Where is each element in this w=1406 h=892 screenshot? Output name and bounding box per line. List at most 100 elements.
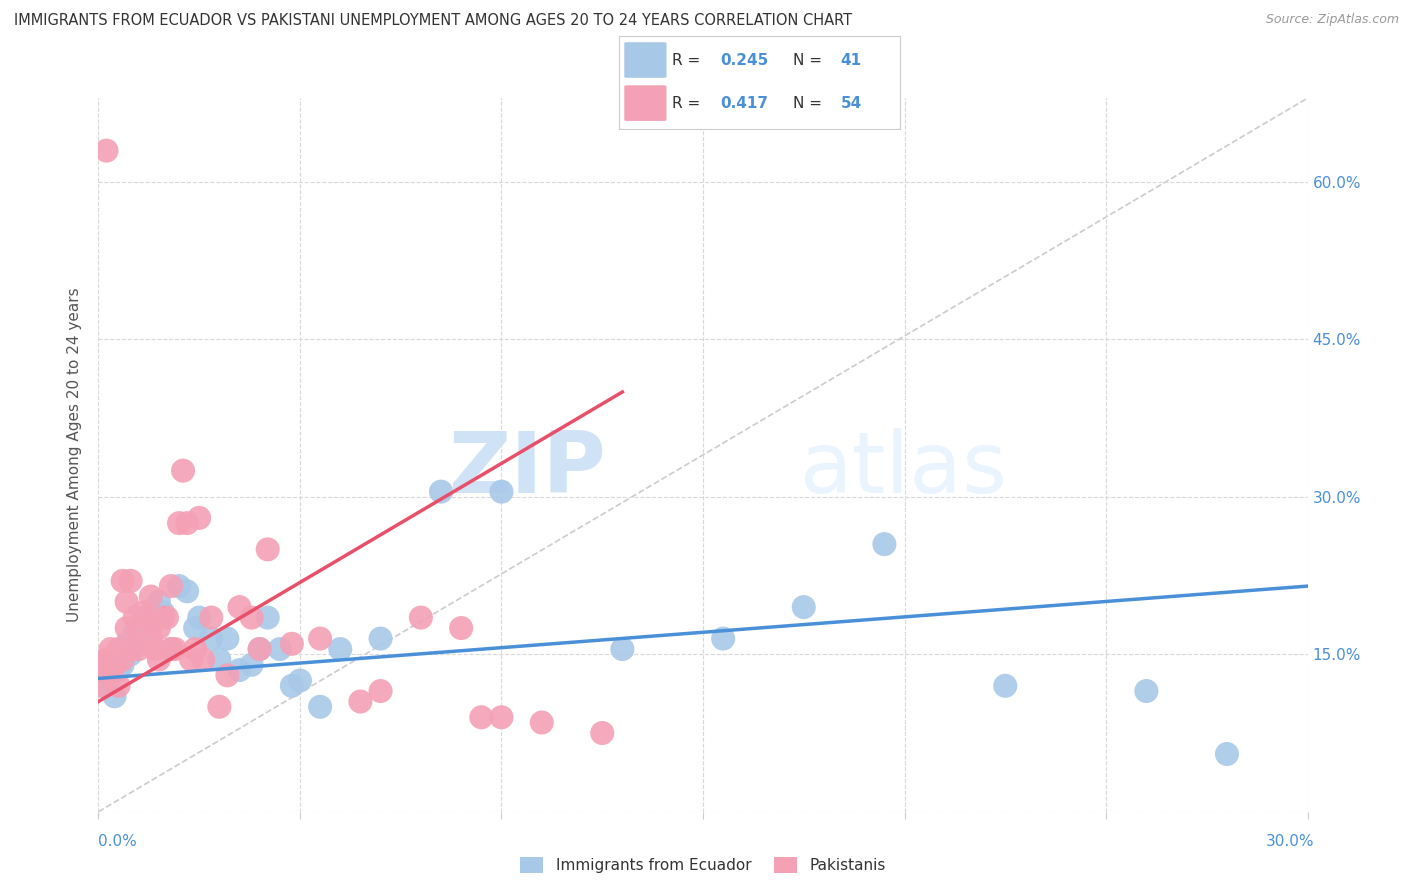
Point xyxy=(269,642,291,657)
Point xyxy=(128,642,150,657)
Point xyxy=(139,590,162,604)
Point xyxy=(208,699,231,714)
Point xyxy=(107,679,129,693)
Point xyxy=(256,542,278,557)
Point xyxy=(115,595,138,609)
Point xyxy=(612,642,634,657)
Legend: Immigrants from Ecuador, Pakistanis: Immigrants from Ecuador, Pakistanis xyxy=(515,851,891,879)
Text: 0.417: 0.417 xyxy=(720,95,768,111)
Point xyxy=(167,516,190,530)
Point xyxy=(450,621,472,635)
Point xyxy=(281,637,304,651)
Point xyxy=(329,642,352,657)
Point xyxy=(193,652,215,666)
Point xyxy=(208,652,231,666)
Text: R =: R = xyxy=(672,53,706,68)
Text: 41: 41 xyxy=(841,53,862,68)
Text: 0.0%: 0.0% xyxy=(98,834,138,849)
Point xyxy=(103,657,125,672)
Point xyxy=(240,657,263,672)
Point xyxy=(139,621,162,635)
Point xyxy=(143,642,166,657)
Point xyxy=(184,621,207,635)
Point xyxy=(281,679,304,693)
Point xyxy=(491,710,513,724)
Y-axis label: Unemployment Among Ages 20 to 24 years: Unemployment Among Ages 20 to 24 years xyxy=(67,287,83,623)
Point xyxy=(430,484,453,499)
Point xyxy=(120,642,142,657)
Point xyxy=(128,621,150,635)
Point xyxy=(349,694,371,708)
FancyBboxPatch shape xyxy=(624,86,666,121)
Point xyxy=(167,579,190,593)
Text: R =: R = xyxy=(672,95,706,111)
Point xyxy=(176,584,198,599)
Point xyxy=(132,605,155,619)
Point xyxy=(135,610,157,624)
Text: atlas: atlas xyxy=(800,427,1008,511)
Point xyxy=(120,648,142,662)
Point xyxy=(217,632,239,646)
Point xyxy=(711,632,734,646)
Point xyxy=(111,652,134,666)
Point xyxy=(309,699,332,714)
Point xyxy=(200,632,222,646)
Point xyxy=(176,516,198,530)
Point xyxy=(135,610,157,624)
Text: N =: N = xyxy=(793,95,827,111)
Point xyxy=(228,600,250,615)
Point xyxy=(188,511,211,525)
Point xyxy=(256,610,278,624)
Point xyxy=(994,679,1017,693)
Point xyxy=(288,673,311,688)
Point xyxy=(228,663,250,677)
Point xyxy=(91,657,114,672)
Point xyxy=(152,610,174,624)
Point xyxy=(217,668,239,682)
Point xyxy=(1135,684,1157,698)
FancyBboxPatch shape xyxy=(624,42,666,78)
Text: 0.245: 0.245 xyxy=(720,53,768,68)
Point xyxy=(180,652,202,666)
Point xyxy=(491,484,513,499)
Point xyxy=(172,464,194,478)
Point xyxy=(115,621,138,635)
Point xyxy=(188,610,211,624)
Point xyxy=(96,144,118,158)
Point xyxy=(160,642,183,657)
Text: Source: ZipAtlas.com: Source: ZipAtlas.com xyxy=(1265,13,1399,27)
Point xyxy=(91,679,114,693)
Point xyxy=(120,574,142,588)
Point xyxy=(240,610,263,624)
Point xyxy=(91,679,114,693)
Point xyxy=(793,600,815,615)
Point xyxy=(100,642,122,657)
Point xyxy=(139,632,162,646)
Point xyxy=(103,690,125,704)
Text: N =: N = xyxy=(793,53,827,68)
Point xyxy=(96,652,118,666)
Point xyxy=(163,642,186,657)
Point xyxy=(111,657,134,672)
Point xyxy=(148,595,170,609)
Point xyxy=(591,726,613,740)
Point xyxy=(249,642,271,657)
Point xyxy=(160,642,183,657)
Point xyxy=(96,668,118,682)
Point xyxy=(156,610,179,624)
Point xyxy=(148,652,170,666)
Point xyxy=(409,610,432,624)
Point xyxy=(111,574,134,588)
Text: IMMIGRANTS FROM ECUADOR VS PAKISTANI UNEMPLOYMENT AMONG AGES 20 TO 24 YEARS CORR: IMMIGRANTS FROM ECUADOR VS PAKISTANI UNE… xyxy=(14,13,852,29)
Point xyxy=(370,684,392,698)
Point xyxy=(107,642,129,657)
Text: ZIP: ZIP xyxy=(449,427,606,511)
Point xyxy=(309,632,332,646)
Point xyxy=(148,621,170,635)
Text: 54: 54 xyxy=(841,95,862,111)
Point xyxy=(124,626,146,640)
Point xyxy=(370,632,392,646)
Point xyxy=(470,710,492,724)
Point xyxy=(160,579,183,593)
Text: 30.0%: 30.0% xyxy=(1267,834,1315,849)
